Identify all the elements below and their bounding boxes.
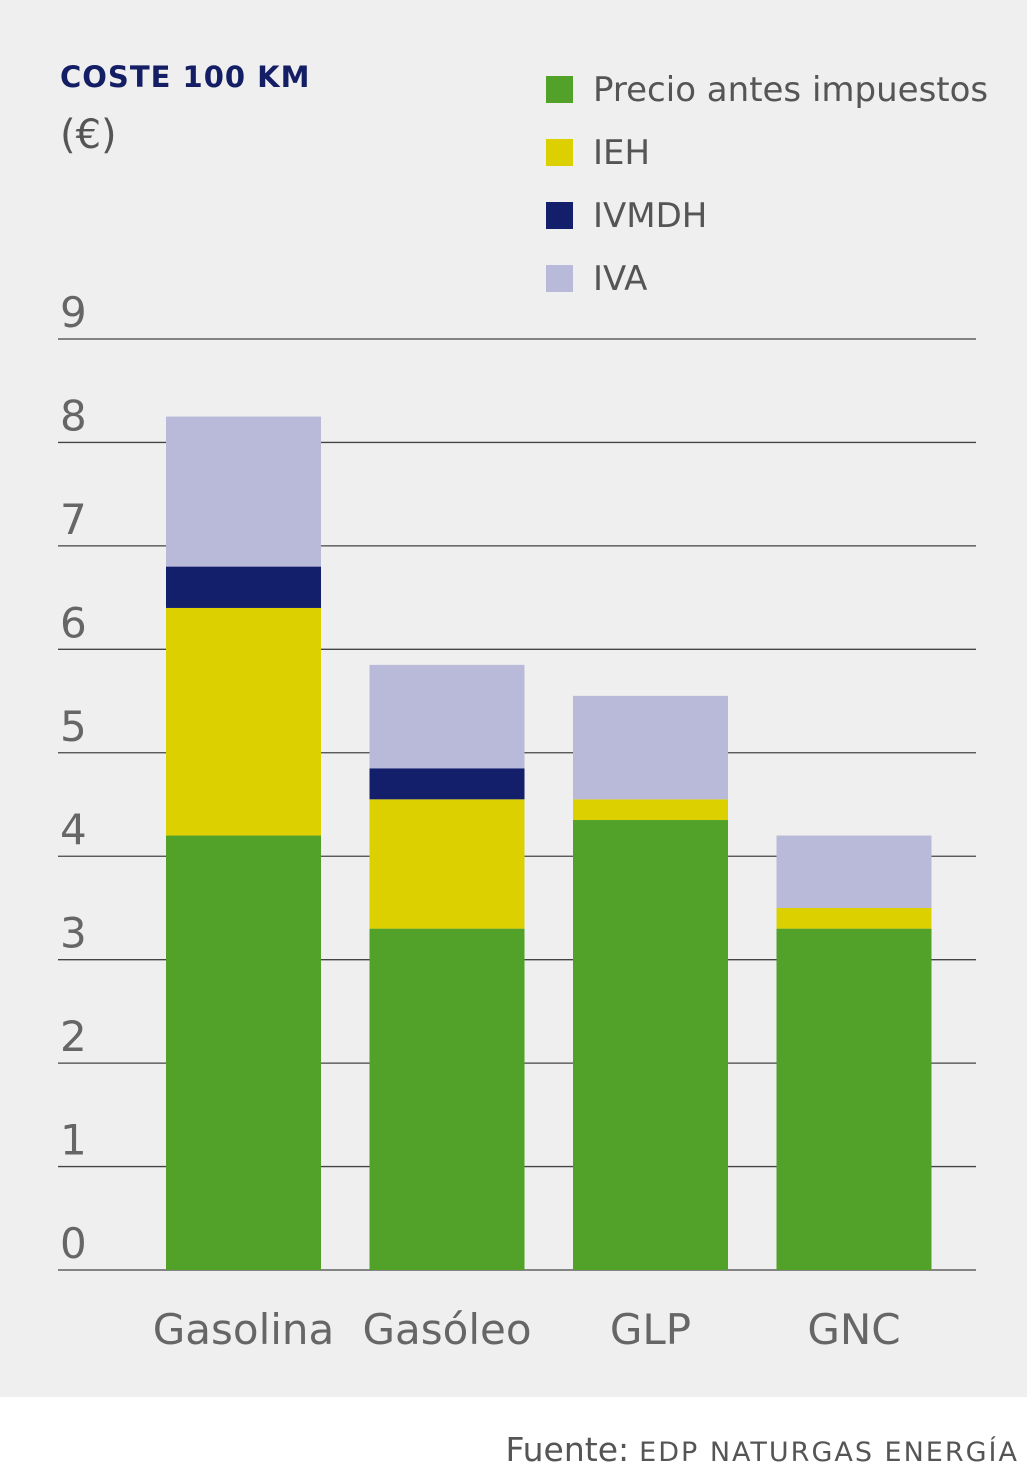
bar-segment-gasolina-0 [166, 835, 321, 1270]
chart-unit: (€) [60, 112, 117, 158]
source-label: Fuente: [505, 1430, 630, 1469]
legend-label-ivmdh: IVMDH [593, 195, 708, 236]
x-tick-label-1: Gasóleo [362, 1305, 531, 1354]
legend-swatch-ieh [546, 139, 573, 166]
y-tick-label-0: 0 [60, 1219, 87, 1268]
bar-segment-glp-1 [573, 799, 728, 821]
y-tick-label-6: 6 [60, 598, 87, 647]
bar-segment-glp-0 [573, 820, 728, 1270]
legend-label-ieh: IEH [593, 132, 651, 173]
bar-segment-gasóleo-3 [369, 664, 525, 769]
bar-segment-glp-3 [573, 695, 728, 800]
legend-item-ieh: IEH [546, 121, 988, 184]
legend-swatch-iva [546, 265, 573, 292]
legend-swatch-precio [546, 76, 573, 103]
legend-item-iva: IVA [546, 247, 988, 310]
x-tick-label-3: GNC [807, 1305, 900, 1354]
bar-segment-gnc-1 [776, 907, 932, 929]
bar-segment-gasóleo-0 [369, 928, 525, 1270]
y-tick-label-2: 2 [60, 1012, 87, 1061]
bar-segment-gnc-3 [776, 835, 932, 908]
legend-label-iva: IVA [593, 258, 648, 299]
bar-segment-gnc-0 [776, 928, 932, 1270]
stacked-bar-chart: 0 1 2 3 4 5 6 7 8 9 Gasolina Gasóleo GLP GNC [58, 288, 976, 1354]
bar-segment-gasolina-1 [166, 607, 321, 836]
x-tick-label-0: Gasolina [153, 1305, 335, 1354]
bar-segment-gasolina-3 [166, 416, 321, 567]
y-tick-label-9: 9 [60, 288, 87, 337]
legend-item-precio: Precio antes impuestos [546, 58, 988, 121]
y-tick-label-1: 1 [60, 1116, 87, 1165]
legend-swatch-ivmdh [546, 202, 573, 229]
chart-title: COSTE 100 KM [60, 60, 311, 94]
y-tick-label-7: 7 [60, 495, 87, 544]
legend-label-precio: Precio antes impuestos [593, 69, 989, 110]
legend-item-ivmdh: IVMDH [546, 184, 988, 247]
bar-segment-gasóleo-1 [369, 799, 525, 929]
bar-segment-gasolina-2 [166, 566, 321, 608]
source-org: EDP NATURGAS ENERGÍA [639, 1437, 1019, 1468]
x-tick-label-2: GLP [610, 1305, 691, 1354]
y-tick-label-3: 3 [60, 909, 87, 958]
legend: Precio antes impuestos IEH IVMDH IVA [546, 58, 988, 310]
y-tick-label-4: 4 [60, 805, 87, 854]
bar-segment-gasóleo-2 [369, 768, 525, 800]
y-tick-label-5: 5 [60, 702, 87, 751]
y-tick-label-8: 8 [60, 391, 87, 440]
source-note: Fuente: EDP NATURGAS ENERGÍA [505, 1430, 1019, 1469]
